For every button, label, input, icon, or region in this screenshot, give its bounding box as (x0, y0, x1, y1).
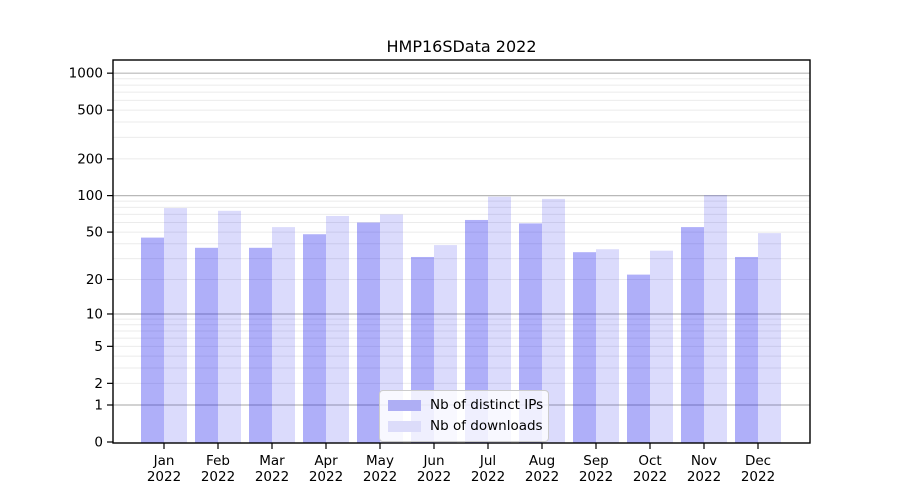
bar-ips-nov (681, 227, 704, 443)
bar-ips-apr (303, 234, 326, 443)
bar-downloads-jul (488, 196, 511, 443)
bar-ips-jan (141, 237, 164, 443)
y-tick-label: 1 (94, 397, 103, 413)
y-tick-label: 5 (94, 339, 103, 355)
bar-downloads-dec (758, 233, 781, 443)
x-tick-label-month: Dec (745, 453, 771, 469)
bar-ips-jul (465, 219, 488, 443)
x-tick-label-year: 2022 (417, 469, 451, 485)
x-tick-label-month: Oct (638, 453, 661, 469)
x-tick-label-year: 2022 (471, 469, 505, 485)
chart-title: HMP16SData 2022 (386, 37, 537, 56)
y-tick-label: 100 (77, 188, 103, 204)
x-tick-label-month: May (366, 453, 394, 469)
y-tick-label: 1000 (69, 66, 103, 82)
legend-swatch-ips (388, 399, 421, 411)
y-tick-label: 20 (86, 272, 103, 288)
bar-ips-aug (519, 223, 542, 443)
bar-downloads-nov (704, 195, 727, 443)
y-tick-label: 50 (86, 225, 103, 241)
x-tick-label-year: 2022 (525, 469, 559, 485)
x-tick-label-month: Jun (422, 453, 444, 469)
legend-swatch-downloads (388, 420, 421, 432)
x-tick-label-year: 2022 (201, 469, 235, 485)
x-tick-label-month: Feb (206, 453, 230, 469)
bar-downloads-may (380, 214, 403, 443)
y-tick-label: 10 (86, 306, 103, 322)
legend-item-distinct-ips: Nb of distinct IPs (388, 397, 543, 413)
bar-ips-dec (735, 256, 758, 443)
x-tick-label-year: 2022 (309, 469, 343, 485)
bar-downloads-mar (272, 227, 295, 443)
bar-ips-feb (195, 247, 218, 443)
x-tick-label-month: Jan (153, 453, 175, 469)
x-tick-label-year: 2022 (255, 469, 289, 485)
legend: Nb of distinct IPs Nb of downloads (379, 390, 549, 442)
x-tick-label-month: Sep (583, 453, 608, 469)
x-tick-label-year: 2022 (633, 469, 667, 485)
x-tick-label-month: Jul (479, 453, 496, 469)
x-tick-label-year: 2022 (741, 469, 775, 485)
y-tick-label: 200 (77, 151, 103, 167)
y-tick-label: 0 (94, 435, 103, 451)
y-tick-label: 500 (77, 103, 103, 119)
bar-ips-sep (573, 252, 596, 443)
bar-downloads-jan (164, 208, 187, 443)
y-tick-label: 2 (94, 376, 103, 392)
plot-frame (112, 59, 811, 444)
bar-ips-oct (627, 274, 650, 443)
bar-ips-mar (249, 247, 272, 443)
legend-item-downloads: Nb of downloads (388, 418, 543, 434)
x-tick-label-month: Aug (529, 453, 555, 469)
x-tick-label-month: Nov (691, 453, 717, 469)
x-tick-label-year: 2022 (147, 469, 181, 485)
bar-downloads-sep (596, 249, 619, 443)
bar-downloads-oct (650, 250, 673, 443)
x-tick-label-month: Mar (259, 453, 285, 469)
legend-label-downloads: Nb of downloads (430, 418, 543, 434)
x-tick-label-year: 2022 (579, 469, 613, 485)
bar-downloads-aug (542, 198, 565, 443)
bar-downloads-apr (326, 215, 349, 443)
x-tick-label-month: Apr (314, 453, 338, 469)
bar-ips-may (357, 222, 380, 443)
x-tick-label-year: 2022 (363, 469, 397, 485)
x-tick-label-year: 2022 (687, 469, 721, 485)
bar-downloads-feb (218, 210, 241, 443)
legend-label-distinct-ips: Nb of distinct IPs (430, 397, 544, 413)
